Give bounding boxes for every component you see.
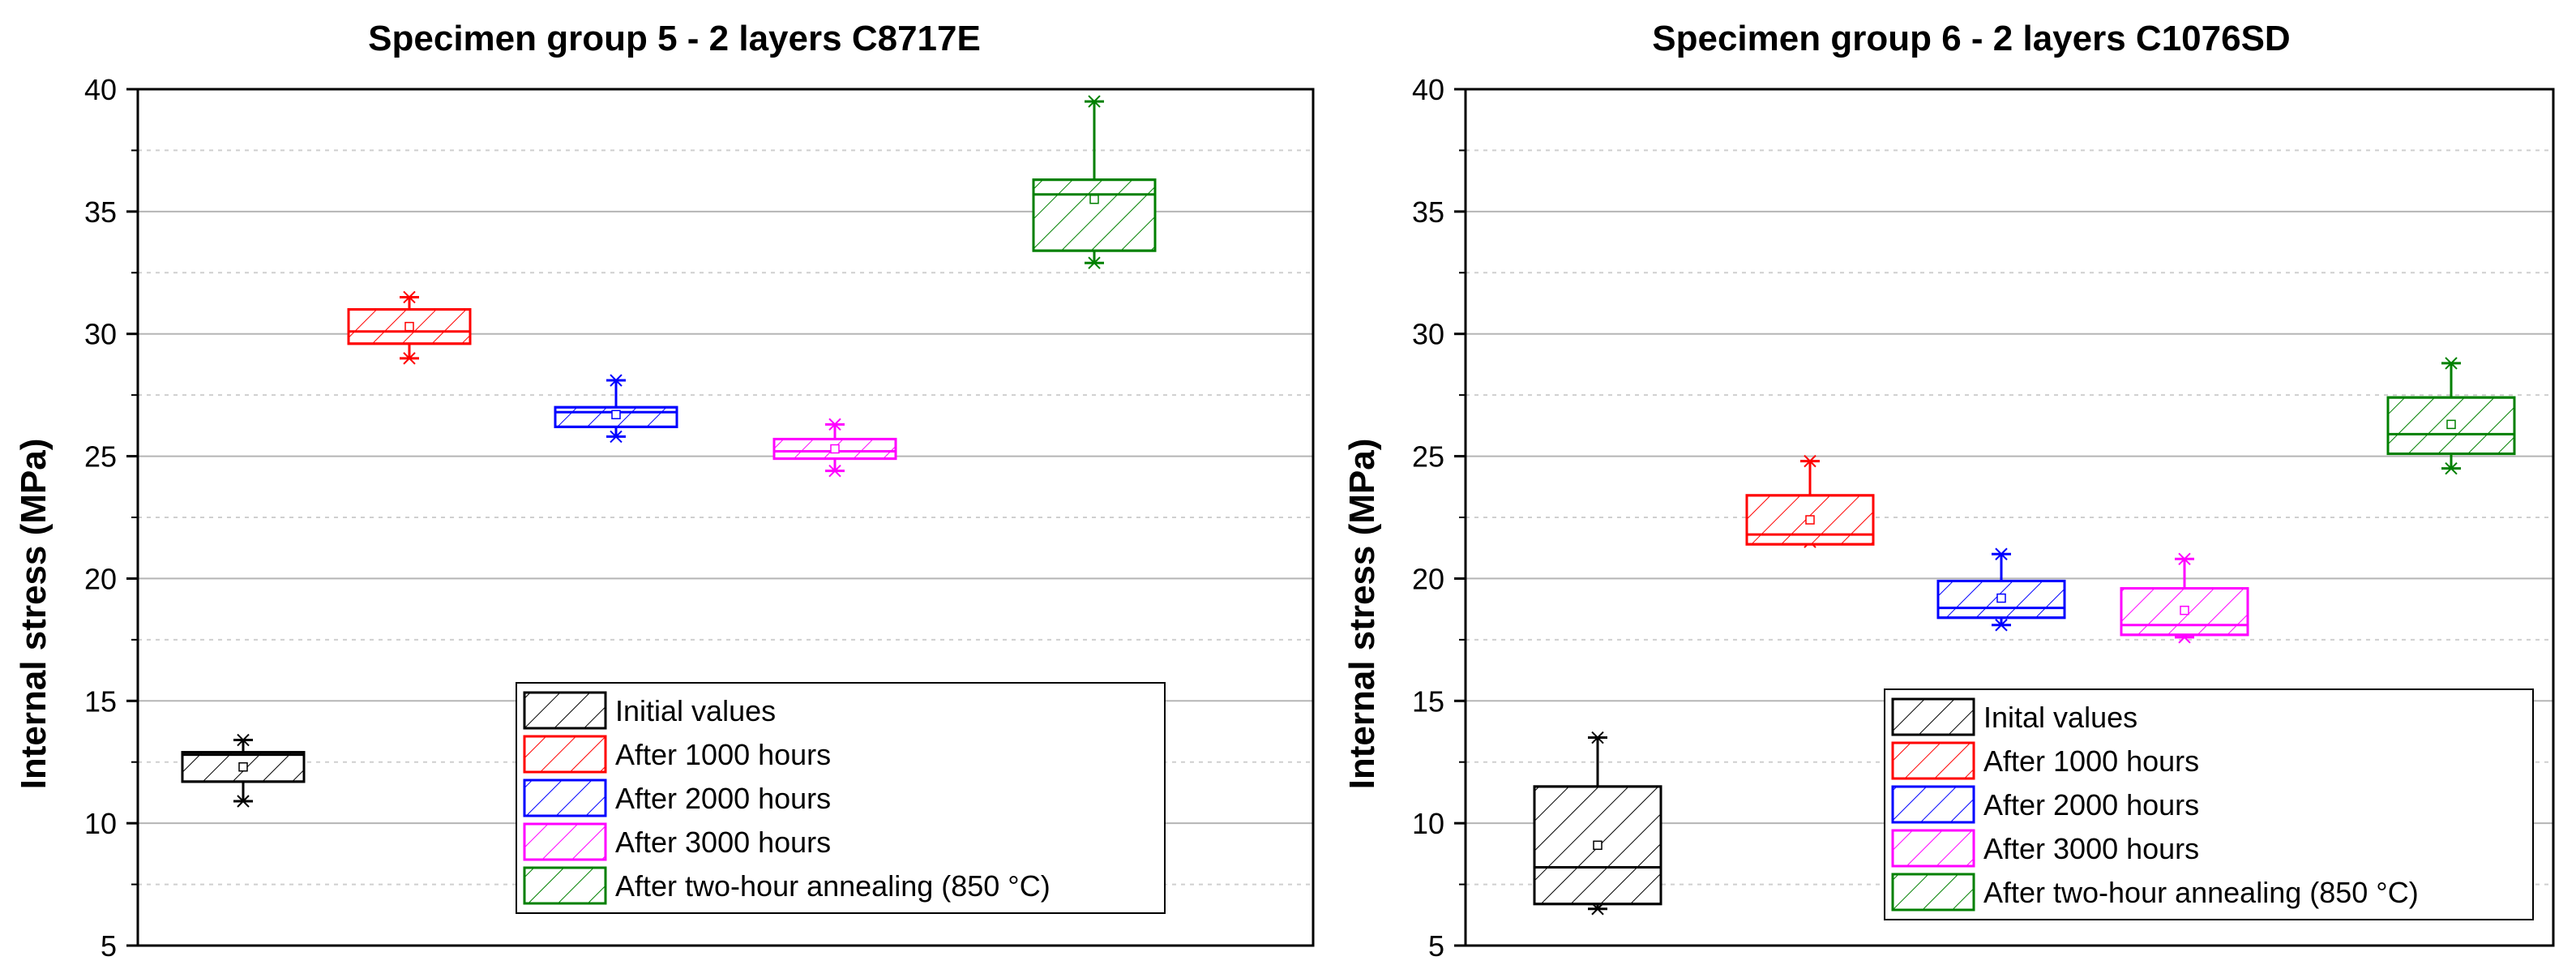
extreme-marker <box>1995 547 2008 560</box>
y-axis-label: Internal stress (MPa) <box>14 439 53 790</box>
extreme-marker <box>828 418 841 431</box>
legend-swatch <box>1891 741 1975 780</box>
mean-marker <box>611 410 621 420</box>
mean-marker <box>830 444 840 454</box>
y-tick-label: 35 <box>84 195 117 229</box>
legend-label: After 2000 hours <box>1983 788 2199 821</box>
box-plot-0 <box>181 733 306 808</box>
extreme-marker <box>828 464 841 478</box>
extreme-marker <box>1088 95 1101 108</box>
extreme-marker <box>2445 357 2458 370</box>
mean-marker <box>2180 605 2189 616</box>
extreme-marker <box>2178 552 2191 565</box>
plot-area: 5 10 15 20 25 30 35 40 Initial values After 1000 … <box>84 73 1315 963</box>
y-tick-label: 5 <box>101 929 117 963</box>
extreme-marker <box>610 374 623 387</box>
legend-swatch <box>1891 873 1975 912</box>
box-plot-2 <box>1936 547 2066 632</box>
legend-label: After 3000 hours <box>1983 832 2199 865</box>
legend-swatch <box>1891 829 1975 868</box>
extreme-marker <box>1591 731 1604 744</box>
legend-box <box>1884 688 2534 920</box>
legend-swatch <box>523 866 607 905</box>
mean-marker <box>1089 195 1099 204</box>
box-hatch <box>1533 785 1662 906</box>
box-plot-4 <box>1032 95 1157 269</box>
y-tick-label: 5 <box>1428 929 1444 963</box>
legend-label: Initial values <box>615 694 776 727</box>
legend-label: After two-hour annealing (850 °C) <box>1983 876 2419 909</box>
extreme-marker <box>2445 461 2458 475</box>
legend-label: After 1000 hours <box>1983 744 2199 778</box>
extreme-marker <box>237 733 250 747</box>
box-plot-1 <box>1745 454 1875 548</box>
legend: Initial values After 1000 hours After 2000… <box>516 682 1166 914</box>
mean-marker <box>1593 840 1603 851</box>
legend-swatch <box>1891 785 1975 824</box>
mean-marker <box>2446 419 2456 430</box>
extreme-marker <box>237 795 250 808</box>
box-plot-0 <box>1533 731 1662 916</box>
chart-panel-group-5: Specimen group 5 - 2 layers C8717E Inter… <box>14 19 1315 963</box>
y-tick-label: 40 <box>1412 73 1444 106</box>
legend-swatch <box>1891 697 1975 736</box>
extreme-marker <box>610 430 623 444</box>
extreme-marker <box>1088 256 1101 269</box>
chart-panel-group-6: Specimen group 6 - 2 layers C1076SD Inte… <box>1342 19 2555 963</box>
legend: Inital values After 1000 hours After 2000 … <box>1884 688 2534 920</box>
legend-swatch <box>523 822 607 861</box>
box-plot-2 <box>554 374 678 444</box>
box-plot-3 <box>772 418 897 478</box>
y-tick-label: 30 <box>1412 318 1444 351</box>
plot-area: 5 10 15 20 25 30 35 40 Inital values After 1000 h… <box>1412 73 2555 963</box>
y-tick-label: 10 <box>1412 807 1444 840</box>
extreme-marker <box>1995 619 2008 632</box>
legend-label: After 3000 hours <box>615 826 831 859</box>
y-tick-label: 20 <box>84 562 117 595</box>
chart-title: Specimen group 6 - 2 layers C1076SD <box>1652 19 2290 58</box>
y-tick-label: 25 <box>1412 440 1444 474</box>
legend-label: After 2000 hours <box>615 782 831 815</box>
y-axis-label: Internal stress (MPa) <box>1342 439 1382 790</box>
extreme-marker <box>1804 454 1816 468</box>
legend-label: After two-hour annealing (850 °C) <box>615 869 1051 903</box>
legend-swatch <box>523 691 607 730</box>
legend-label: After 1000 hours <box>615 738 831 771</box>
extreme-marker <box>403 290 416 304</box>
box-plot-4 <box>2386 357 2516 475</box>
y-tick-label: 40 <box>84 73 117 106</box>
box-hatch <box>181 751 306 783</box>
mean-marker <box>404 321 414 332</box>
box-hatch <box>1032 178 1157 252</box>
y-tick-label: 25 <box>84 440 117 474</box>
y-tick-label: 15 <box>84 684 117 718</box>
legend-swatch <box>523 779 607 817</box>
box-plot-3 <box>2120 552 2249 644</box>
legend-swatch <box>523 735 607 774</box>
chart-title: Specimen group 5 - 2 layers C8717E <box>368 19 981 58</box>
y-tick-label: 20 <box>1412 562 1444 595</box>
y-tick-label: 15 <box>1412 684 1444 718</box>
box-plot-1 <box>347 290 472 365</box>
y-tick-label: 35 <box>1412 195 1444 229</box>
mean-marker <box>238 761 248 772</box>
legend-label: Inital values <box>1983 701 2137 734</box>
legend-box <box>516 682 1166 914</box>
mean-marker <box>1996 593 2006 603</box>
y-tick-label: 10 <box>84 807 117 840</box>
y-tick-label: 30 <box>84 318 117 351</box>
mean-marker <box>1805 515 1815 525</box>
extreme-marker <box>403 352 416 365</box>
